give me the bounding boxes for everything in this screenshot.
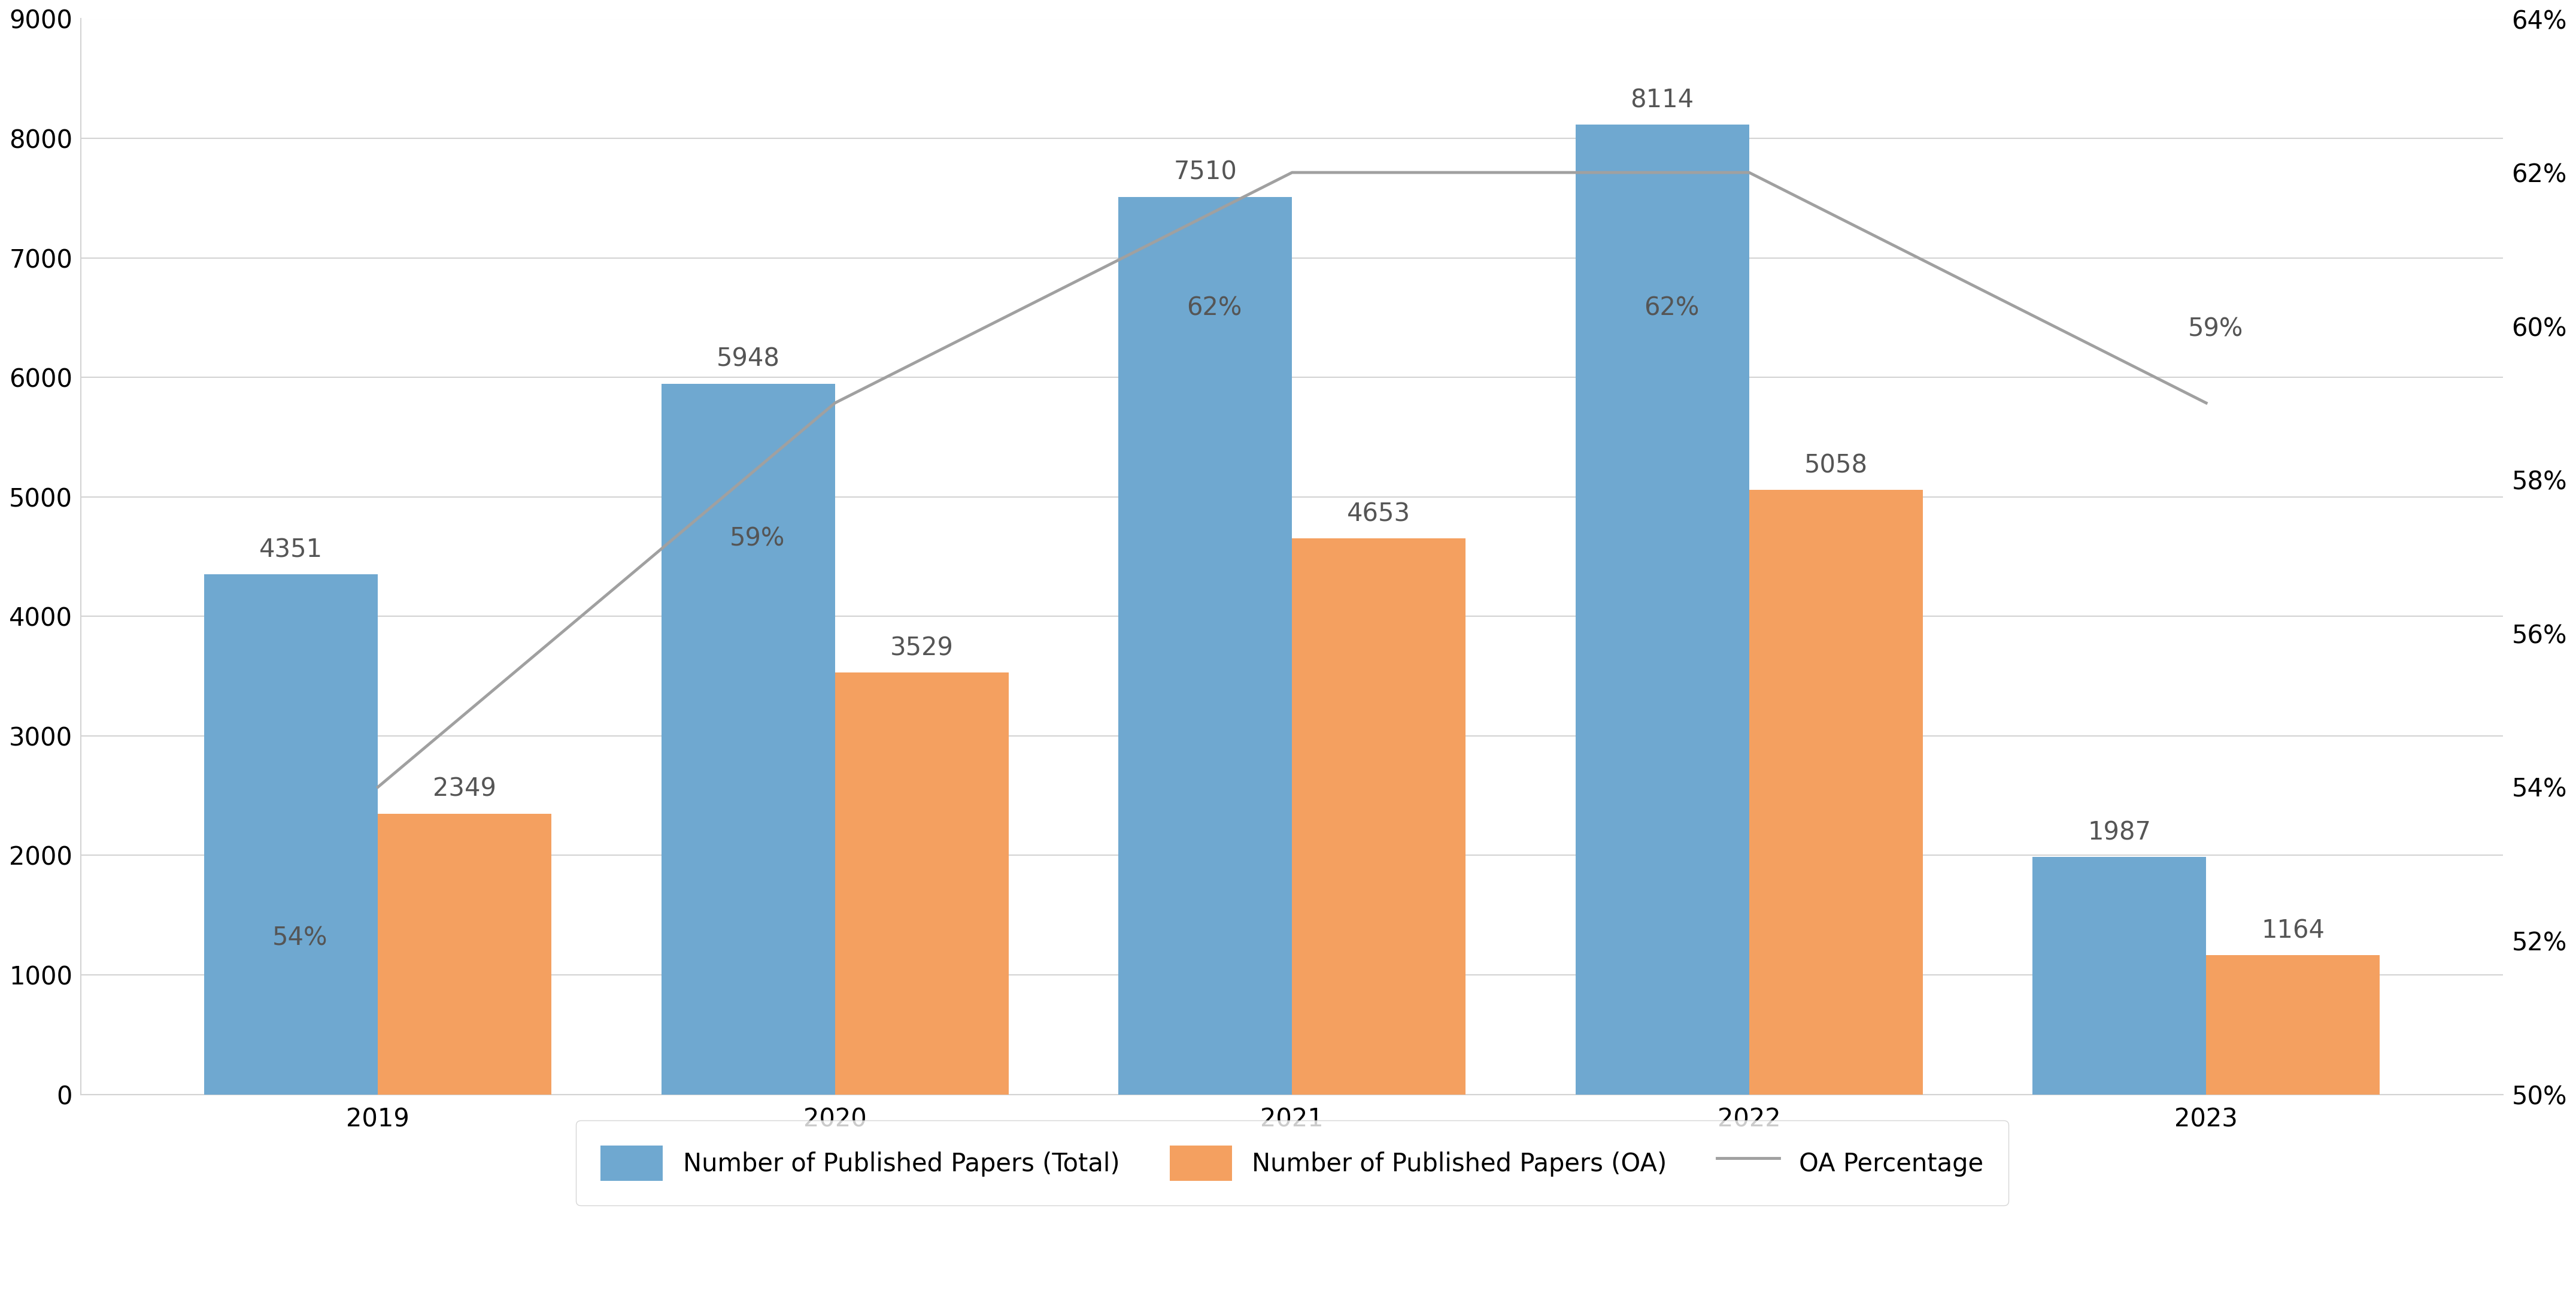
Text: 4351: 4351: [260, 538, 322, 563]
Text: 3529: 3529: [891, 635, 953, 661]
Bar: [835, 673, 1010, 1094]
Text: 54%: 54%: [273, 925, 327, 950]
Text: 5058: 5058: [1803, 453, 1868, 478]
Legend: Number of Published Papers (Total), Number of Published Papers (OA), OA Percenta: Number of Published Papers (Total), Numb…: [574, 1120, 2009, 1206]
Bar: [2032, 857, 2205, 1094]
Bar: [1577, 125, 1749, 1094]
Bar: [1749, 489, 1922, 1094]
Text: 4653: 4653: [1347, 501, 1412, 526]
Line: OA Percentage: OA Percentage: [379, 172, 2205, 787]
Text: 62%: 62%: [1643, 295, 1700, 320]
Text: 1164: 1164: [2262, 918, 2324, 943]
OA Percentage: [1278, 164, 1309, 180]
Bar: [1293, 538, 1466, 1094]
Bar: [1118, 197, 1293, 1094]
Bar: [2205, 955, 2380, 1094]
Text: 7510: 7510: [1175, 160, 1236, 185]
Text: 5948: 5948: [716, 346, 781, 371]
Text: 62%: 62%: [1188, 295, 1242, 320]
Bar: [379, 813, 551, 1094]
Text: 59%: 59%: [729, 526, 786, 551]
Bar: [204, 575, 379, 1094]
OA Percentage: [2190, 395, 2221, 411]
OA Percentage: [1734, 164, 1765, 180]
Text: 2349: 2349: [433, 777, 497, 802]
Bar: [662, 383, 835, 1094]
Text: 59%: 59%: [2187, 316, 2244, 341]
Text: 8114: 8114: [1631, 88, 1695, 113]
OA Percentage: [819, 395, 850, 411]
Text: 1987: 1987: [2087, 820, 2151, 845]
OA Percentage: [363, 779, 394, 795]
